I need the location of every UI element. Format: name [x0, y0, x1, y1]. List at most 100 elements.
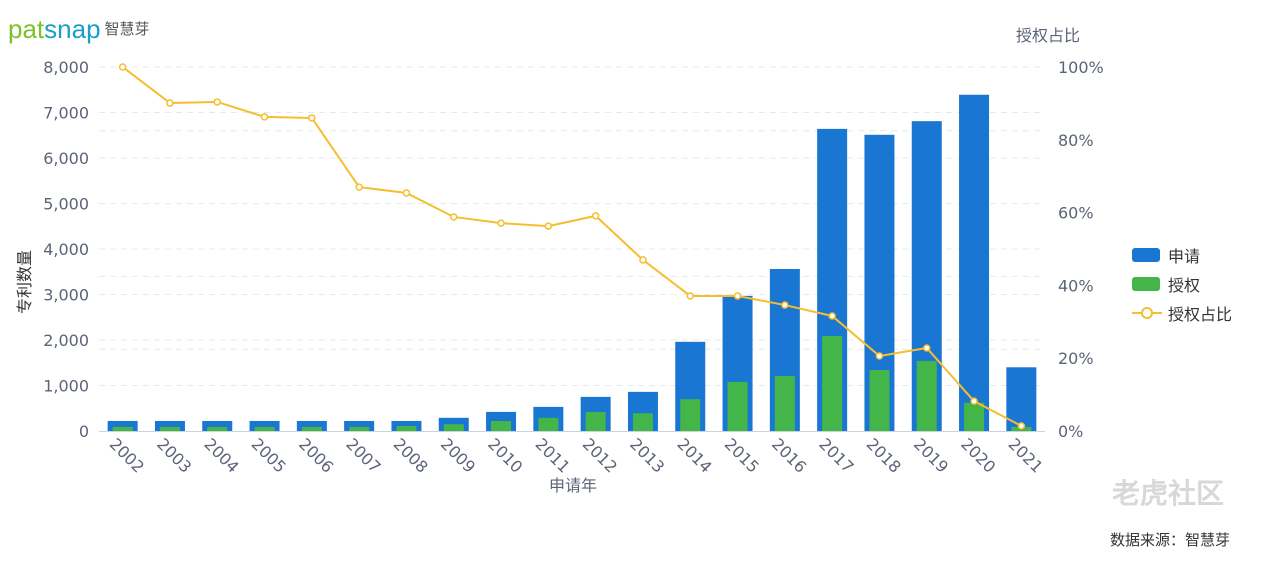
y2-tick-label: 100%: [1058, 58, 1104, 77]
y-tick-label: 6,000: [43, 149, 89, 168]
legend-label: 申请: [1168, 246, 1201, 266]
x-tick-label: 2012: [579, 434, 621, 476]
bar-grant-2015: [727, 381, 748, 431]
ratio-point-2021: [1017, 422, 1026, 430]
x-tick-label: 2002: [106, 434, 148, 476]
y2-axis-title: 授权占比: [1016, 26, 1080, 45]
legend: 申请 授权 授权占比: [1132, 240, 1232, 327]
ratio-point-2004: [213, 98, 221, 106]
bar-apply-2020: [959, 94, 990, 431]
x-tick-label: 2011: [532, 434, 574, 476]
bar-grant-2016: [774, 375, 795, 431]
bar-apply-2005: [249, 420, 280, 431]
bar-grant-2002: [112, 426, 133, 431]
legend-swatch-ratio: [1132, 306, 1162, 319]
x-tick-label: 2019: [910, 434, 952, 476]
x-tick-label: 2003: [153, 434, 195, 476]
x-tick-label: 2020: [957, 434, 999, 476]
y2-tick-label: 0%: [1058, 422, 1083, 441]
x-tick-label: 2007: [342, 434, 384, 476]
bar-grant-2008: [396, 425, 417, 431]
x-tick-label: 2018: [863, 434, 905, 476]
source-note: 数据来源：智慧芽: [1110, 531, 1231, 549]
x-tick-label: 2006: [295, 434, 337, 476]
legend-label: 授权占比: [1168, 304, 1233, 324]
ratio-point-2006: [308, 114, 316, 122]
x-tick-label: 2010: [484, 434, 526, 476]
x-tick-label: 2016: [768, 434, 810, 476]
bar-grant-2019: [916, 360, 937, 431]
ratio-point-2009: [450, 213, 458, 221]
y-tick-label: 4,000: [43, 240, 89, 259]
bar-apply-2004: [202, 420, 233, 431]
bar-grant-2018: [869, 370, 890, 431]
bar-grant-2020: [964, 402, 985, 431]
ratio-point-2018: [875, 352, 884, 360]
y-tick-label: 3,000: [43, 286, 89, 305]
bar-grant-2017: [822, 335, 843, 431]
legend-swatch-grant: [1132, 276, 1160, 291]
logo-cn: 智慧芽: [104, 21, 150, 38]
x-tick-label: 2008: [390, 434, 432, 476]
y-tick-label: 7,000: [43, 104, 89, 123]
ratio-point-2012: [591, 212, 600, 220]
y-tick-label: 8,000: [43, 58, 89, 77]
bar-apply-2003: [154, 420, 185, 431]
x-tick-label: 2005: [248, 434, 290, 476]
ratio-point-2010: [497, 219, 505, 227]
ratio-point-2003: [166, 99, 174, 107]
ratio-point-2002: [118, 63, 127, 71]
x-tick-label: 2021: [1005, 434, 1047, 476]
bar-apply-2002: [107, 420, 138, 431]
legend-label: 授权: [1168, 275, 1201, 295]
logo-text-b: snap: [44, 14, 101, 44]
bar-grant-2006: [301, 426, 322, 431]
bar-grant-2012: [585, 411, 606, 431]
bar-grant-2007: [349, 426, 370, 431]
y2-tick-label: 20%: [1058, 349, 1094, 368]
bar-grant-2010: [491, 420, 512, 431]
y-axis-title: 专利数量: [15, 250, 34, 314]
x-tick-label: 2009: [437, 434, 479, 476]
bar-apply-2006: [296, 420, 327, 431]
bar-grant-2004: [207, 426, 228, 431]
y-tick-label: 1,000: [43, 377, 89, 396]
ratio-point-2019: [923, 344, 931, 352]
x-axis-title: 申请年: [549, 476, 597, 495]
legend-ratio[interactable]: 授权占比: [1132, 298, 1232, 327]
bar-grant-2005: [254, 426, 275, 431]
ratio-point-2011: [544, 222, 553, 230]
x-tick-label: 2015: [721, 434, 763, 476]
logo-text-a: pat: [8, 14, 45, 44]
legend-apply[interactable]: 申请: [1132, 240, 1232, 269]
x-tick-label: 2004: [200, 434, 242, 476]
ratio-point-2016: [781, 301, 789, 309]
y-tick-label: 5,000: [43, 195, 89, 214]
y2-tick-label: 60%: [1058, 204, 1094, 223]
watermark: 老虎社区: [1112, 477, 1225, 510]
y2-tick-label: 40%: [1058, 276, 1094, 295]
legend-grant[interactable]: 授权: [1132, 269, 1232, 298]
legend-swatch-apply: [1132, 247, 1160, 262]
bar-grant-2014: [680, 399, 701, 431]
y-tick-label: 0: [79, 422, 89, 441]
bar-grant-2009: [443, 424, 464, 431]
bar-apply-2007: [344, 420, 375, 431]
ratio-point-2017: [828, 312, 836, 320]
ratio-line: [122, 66, 1022, 427]
patsnap-logo: patsnap 智慧芽: [8, 14, 150, 45]
bar-grant-2003: [159, 426, 180, 431]
x-tick-label: 2014: [673, 434, 715, 476]
bar-grant-2011: [538, 417, 559, 431]
x-tick-label: 2017: [815, 434, 857, 476]
ratio-point-2008: [402, 189, 411, 197]
ratio-point-2013: [639, 256, 647, 264]
bar-grant-2013: [632, 413, 653, 431]
ratio-point-2015: [733, 292, 742, 300]
y-tick-label: 2,000: [43, 331, 89, 350]
x-tick-label: 2013: [626, 434, 668, 476]
ratio-point-2014: [686, 292, 694, 300]
ratio-point-2005: [260, 113, 269, 121]
ratio-point-2007: [355, 183, 363, 191]
